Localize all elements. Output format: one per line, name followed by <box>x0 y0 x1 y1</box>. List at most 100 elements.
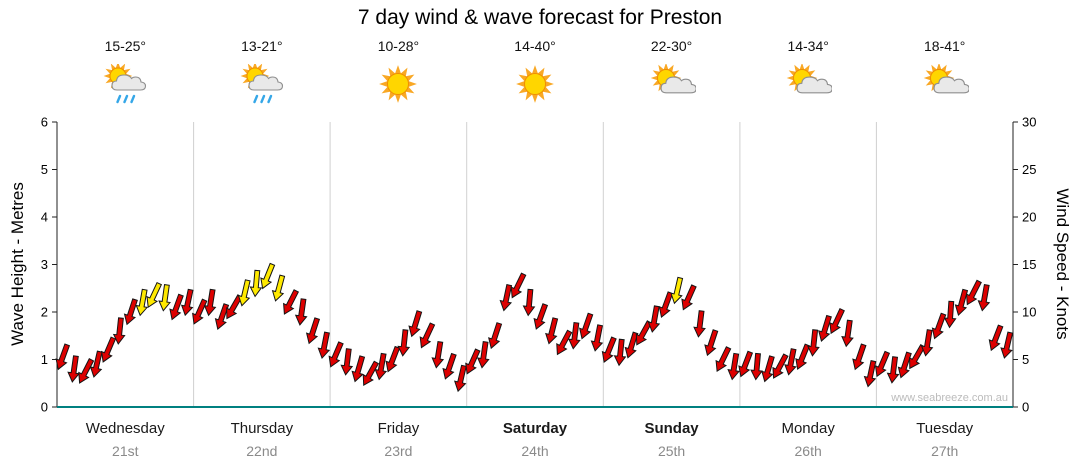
wind-arrow <box>579 312 594 340</box>
wind-arrow <box>863 359 877 388</box>
wind-arrow <box>476 341 490 369</box>
wind-arrow <box>613 338 627 367</box>
sun-icon <box>374 64 422 106</box>
left-tick-label: 2 <box>41 305 48 320</box>
wind-arrow <box>78 358 95 384</box>
sun-cloud-rain-icon <box>238 61 286 106</box>
wind-arrow <box>874 350 891 378</box>
right-tick-label: 20 <box>1022 210 1036 225</box>
wind-arrow <box>886 356 900 384</box>
wind-arrow <box>601 336 617 363</box>
wind-arrow <box>283 289 300 315</box>
right-tick-label: 15 <box>1022 257 1036 272</box>
left-tick-label: 4 <box>41 210 48 225</box>
right-tick-label: 30 <box>1022 115 1036 130</box>
day-name: Wednesday <box>85 420 165 437</box>
wind-arrow <box>761 355 775 383</box>
wind-arrow <box>841 319 854 348</box>
right-tick-label: 10 <box>1022 305 1036 320</box>
wind-arrow <box>533 303 549 330</box>
right-tick-label: 0 <box>1022 400 1029 415</box>
sun-cloud-icon <box>648 62 697 106</box>
wind-arrow <box>100 336 117 363</box>
wind-arrow <box>704 329 719 357</box>
wind-arrow <box>397 329 411 357</box>
sun-icon <box>511 64 559 106</box>
day-name: Thursday <box>230 420 294 437</box>
wind-arrow <box>271 274 286 302</box>
wind-arrow <box>431 341 445 369</box>
right-tick-label: 5 <box>1022 352 1029 367</box>
wind-arrow <box>294 298 308 326</box>
day-date: 26th <box>794 443 822 459</box>
wind-arrow <box>590 324 604 352</box>
watermark: www.seabreeze.com.au <box>891 392 1008 404</box>
wind-arrow <box>214 303 230 330</box>
wind-arrow <box>419 322 436 349</box>
wind-arrow <box>499 283 513 312</box>
wind-arrow <box>374 352 388 381</box>
day-date: 21st <box>112 443 139 459</box>
page-title: 7 day wind & wave forecast for Preston <box>357 6 723 29</box>
day-name: Monday <box>781 420 835 437</box>
wind-arrow <box>305 317 321 345</box>
wind-arrow <box>988 324 1004 352</box>
wind-arrow <box>750 352 763 381</box>
wind-arrow <box>727 352 740 381</box>
sun-cloud-rain-icon <box>101 61 149 106</box>
wind-arrow <box>670 276 684 305</box>
wind-arrow <box>522 288 536 317</box>
day-temperature-range: 14-40° <box>514 38 556 54</box>
wind-arrow <box>852 343 867 371</box>
wind-arrow <box>146 281 163 309</box>
day-temperature-range: 10-28° <box>377 38 420 54</box>
wind-arrow <box>943 300 957 329</box>
wind-arrow <box>89 350 103 378</box>
wind-arrow <box>192 298 208 325</box>
wind-arrow <box>931 312 947 340</box>
left-tick-label: 5 <box>41 162 48 177</box>
wind-arrow <box>328 341 344 368</box>
wind-arrow <box>965 279 982 306</box>
day-temperature-range: 14-34° <box>787 38 829 54</box>
wind-arrow <box>123 298 138 326</box>
wind-arrow <box>112 317 126 345</box>
wind-arrow <box>340 348 354 376</box>
left-tick-label: 6 <box>41 115 48 130</box>
wind-arrow <box>453 364 467 393</box>
wind-arrow <box>237 279 251 307</box>
wind-arrow <box>693 310 706 338</box>
wind-arrow <box>624 331 639 359</box>
wind-arrow <box>647 305 661 333</box>
day-temperature-range: 13-21° <box>241 38 283 54</box>
wind-arrow <box>818 314 832 342</box>
wind-arrow <box>158 284 171 312</box>
wind-arrow <box>807 329 820 357</box>
wind-arrow <box>362 360 380 387</box>
wind-arrow <box>203 288 217 317</box>
wind-arrow <box>180 288 194 317</box>
wind-arrow <box>738 350 754 378</box>
wind-arrow <box>408 310 423 338</box>
day-date: 24th <box>521 443 549 459</box>
wind-arrow <box>784 348 797 376</box>
day-temperature-range: 15-25° <box>104 38 146 54</box>
wind-arrow <box>897 351 912 379</box>
sun-cloud-icon <box>784 62 833 106</box>
day-name: Tuesday <box>916 420 974 437</box>
wind-arrow <box>1000 331 1014 359</box>
day-temperature-range: 22-30° <box>650 38 693 54</box>
left-tick-label: 3 <box>41 257 48 272</box>
day-date: 22nd <box>246 443 278 459</box>
wind-arrow <box>488 322 503 350</box>
wind-arrow <box>249 269 263 298</box>
day-date: 25th <box>657 443 686 459</box>
left-tick-label: 0 <box>41 400 48 415</box>
day-name: Saturday <box>502 420 568 437</box>
wind-arrow <box>465 348 481 375</box>
wind-arrow <box>772 353 789 379</box>
sun-cloud-icon <box>921 62 970 106</box>
wind-arrow <box>545 317 559 345</box>
